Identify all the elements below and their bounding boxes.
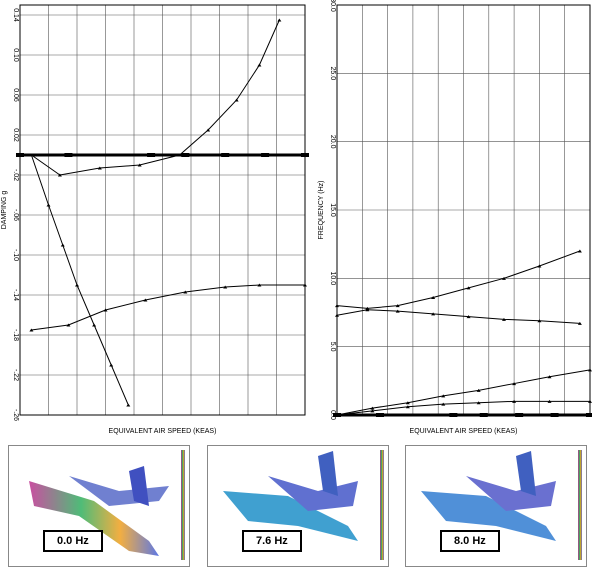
y-tick-label: 0.10 (12, 48, 19, 62)
y-tick-label: 0.02 (12, 128, 19, 142)
frequency-label: 8.0 Hz (440, 530, 500, 552)
y-tick-label: -.02 (12, 169, 19, 181)
marker (147, 153, 155, 157)
x-axis-label: EQUIVALENT AIR SPEED (KEAS) (410, 428, 518, 435)
marker (551, 413, 559, 417)
marker (126, 404, 130, 407)
y-tick-label: 0.06 (12, 88, 19, 102)
mode-image: 8.0 Hz (405, 445, 587, 567)
frequency-label: 0.0 Hz (43, 530, 103, 552)
marker (61, 244, 65, 247)
y-tick-label: 15.0 (329, 203, 336, 217)
frequency-label: 7.6 Hz (242, 530, 302, 552)
series-line (337, 251, 580, 308)
marker (261, 153, 269, 157)
marker (181, 153, 189, 157)
marker (92, 324, 96, 327)
y-tick-label: 5.0 (329, 342, 336, 352)
marker (47, 204, 51, 207)
mode-image: 0.0 Hz (8, 445, 190, 567)
series-line (31, 20, 279, 175)
plots: 0.14 0.10 0.06 0.02 -.02 -.06 -.10 -.14 -.18 -.22… (0, 0, 592, 445)
marker (75, 284, 79, 287)
marker (221, 153, 229, 157)
marker (586, 413, 592, 417)
marker (16, 153, 24, 157)
y-tick-label: 0.14 (12, 8, 19, 22)
x-axis-label: EQUIVALENT AIR SPEED (KEAS) (109, 428, 217, 435)
marker (235, 99, 239, 102)
y-tick-label: -.26 (12, 409, 19, 421)
y-tick-label: 30.0 (329, 0, 336, 12)
marker (515, 413, 523, 417)
marker (64, 153, 72, 157)
marker (301, 153, 309, 157)
marker (449, 413, 457, 417)
y-tick-label: -.18 (12, 329, 19, 341)
y-tick-label: -.22 (12, 369, 19, 381)
series-line (31, 155, 128, 405)
y-tick-label: 20.0 (329, 135, 336, 149)
y-tick-label: 25.0 (329, 67, 336, 81)
mode-image: 7.6 Hz (207, 445, 389, 567)
page: 0.14 0.10 0.06 0.02 -.02 -.06 -.10 -.14 -.18 -.22… (0, 0, 592, 565)
y-tick-label: -.14 (12, 289, 19, 301)
y-tick-label: 10.0 (329, 272, 336, 286)
series-line (337, 310, 580, 324)
y-axis-label: FREQUENCY (Hz) (318, 181, 325, 240)
marker (376, 413, 384, 417)
y-tick-label: -.10 (12, 249, 19, 261)
marker (480, 413, 488, 417)
marker (277, 19, 281, 22)
marker (109, 364, 113, 367)
marker (257, 64, 261, 67)
y-tick-label: -.06 (12, 209, 19, 221)
series-line (31, 285, 305, 330)
y-axis-label: DAMPING g (1, 191, 8, 230)
